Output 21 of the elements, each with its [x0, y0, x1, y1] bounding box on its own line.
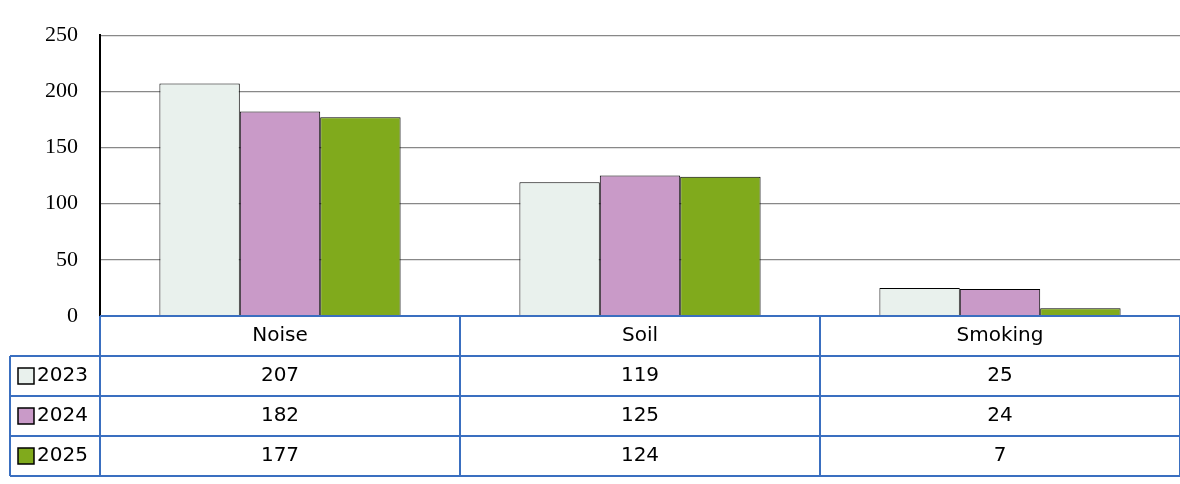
y-tick-label: 0	[67, 301, 78, 327]
legend-label: 2024	[37, 402, 88, 427]
data-label: 182	[260, 402, 300, 427]
data-label: 124	[620, 442, 660, 467]
y-tick-label: 200	[45, 77, 78, 103]
x-tick-label: Smoking	[956, 322, 1044, 347]
data-label: 125	[620, 402, 660, 427]
data-label: 24	[987, 402, 1013, 427]
y-tick-label: 100	[45, 189, 78, 215]
data-label: 177	[260, 442, 300, 467]
data-label: 7	[993, 442, 1007, 467]
y-tick-label: 50	[56, 245, 78, 271]
legend-label: 2025	[37, 442, 88, 467]
data-label: 119	[620, 362, 660, 387]
data-label: 25	[987, 362, 1013, 387]
x-tick-label: Noise	[252, 322, 308, 347]
data-label: 207	[260, 362, 300, 387]
legend-label: 2023	[37, 362, 88, 387]
y-tick-label: 250	[45, 20, 78, 46]
y-tick-label: 150	[45, 133, 78, 159]
x-tick-label: Soil	[621, 322, 659, 347]
